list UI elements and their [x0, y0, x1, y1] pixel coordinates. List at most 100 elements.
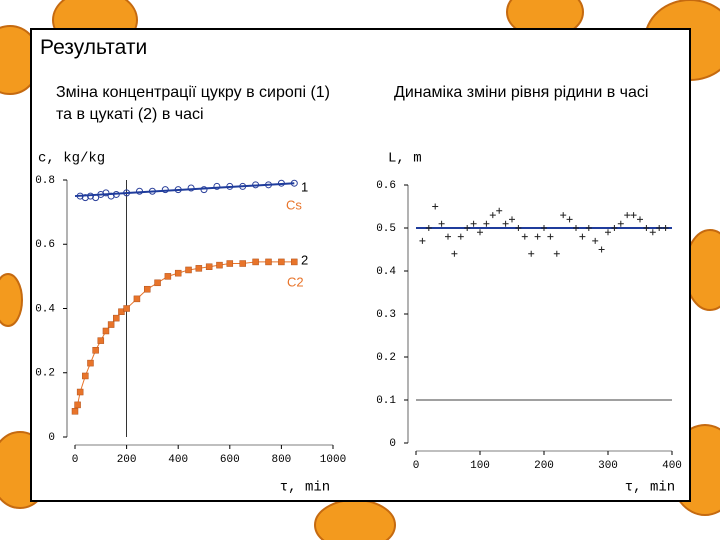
data-point — [515, 225, 522, 231]
caption: Динаміка зміни рівня рідини в часі — [394, 84, 649, 101]
data-point — [87, 359, 94, 367]
data-point — [438, 220, 445, 227]
data-point — [541, 225, 547, 231]
data-point — [213, 182, 221, 190]
data-point — [662, 225, 669, 231]
data-point — [534, 233, 541, 240]
data-point — [656, 225, 663, 231]
data-point — [592, 237, 599, 244]
y-tick-label: 0.8 — [35, 175, 55, 187]
data-point — [496, 207, 503, 214]
data-point — [425, 225, 432, 231]
y-tick-label: 0 — [389, 438, 396, 450]
slide-title: Результати — [40, 36, 148, 59]
data-point — [252, 258, 259, 266]
data-point — [605, 229, 611, 236]
series-line — [74, 182, 295, 198]
y-tick-label: 0.2 — [376, 352, 396, 364]
data-point — [291, 258, 298, 266]
data-point — [457, 233, 464, 240]
data-point — [521, 233, 528, 240]
y-tick-label: 0.4 — [376, 266, 396, 278]
data-point — [649, 229, 656, 236]
data-point — [133, 295, 141, 303]
data-point — [174, 269, 182, 277]
data-point — [553, 250, 560, 257]
data-point — [502, 220, 509, 227]
x-tick-label: 400 — [168, 454, 188, 466]
x-tick-label: 800 — [271, 454, 291, 466]
y-tick-label: 0.2 — [35, 368, 55, 380]
data-point — [185, 266, 192, 274]
x-tick-label: 200 — [117, 454, 137, 466]
data-point — [74, 401, 81, 409]
annotation: 2 — [301, 252, 308, 267]
y-tick-label: 0.4 — [35, 303, 55, 315]
data-point — [76, 388, 84, 396]
data-point — [92, 347, 99, 354]
data-point — [483, 220, 490, 227]
data-point — [432, 203, 439, 210]
data-point — [560, 212, 567, 219]
data-point — [102, 189, 110, 197]
data-point — [464, 225, 471, 231]
data-point — [566, 216, 573, 223]
data-point — [164, 273, 172, 280]
data-point — [97, 337, 105, 344]
annotation: Cs — [286, 197, 302, 212]
data-point — [195, 265, 203, 272]
data-point — [123, 305, 130, 312]
data-point — [477, 229, 483, 236]
data-point — [187, 184, 195, 192]
data-point — [82, 372, 89, 380]
data-point — [154, 279, 161, 287]
annotation: 1 — [301, 179, 308, 194]
data-point — [509, 216, 515, 223]
caption: Зміна концентрації цукру в сиропі (1) та… — [56, 84, 330, 123]
x-tick-label: 600 — [220, 454, 240, 466]
x-tick-label: 100 — [470, 460, 490, 472]
data-point — [216, 261, 223, 269]
y-tick-label: 0.6 — [376, 180, 396, 192]
x-tick-label: 400 — [662, 460, 682, 472]
annotation: C2 — [287, 274, 304, 289]
data-point — [528, 250, 535, 257]
data-point — [102, 327, 110, 335]
data-point — [579, 233, 586, 240]
data-point — [445, 233, 451, 240]
data-point — [71, 408, 79, 415]
data-point — [226, 260, 234, 267]
y-tick-label: 0.1 — [376, 395, 396, 407]
data-point — [113, 314, 120, 322]
x-tick-label: 1000 — [320, 454, 346, 466]
data-point — [643, 225, 650, 231]
y-tick-label: 0.3 — [376, 309, 396, 321]
x-tick-label: 0 — [72, 454, 79, 466]
data-point — [143, 285, 151, 293]
data-point — [470, 220, 477, 227]
data-point — [107, 321, 115, 328]
data-point — [637, 216, 643, 223]
x-tick-label: 300 — [598, 460, 618, 472]
x-axis-label: τ, min — [625, 480, 675, 496]
data-point — [573, 225, 579, 231]
x-axis-label: τ, min — [280, 480, 330, 496]
data-point — [205, 263, 213, 270]
data-point — [598, 246, 605, 253]
y-axis-label: c, kg/kg — [38, 151, 105, 167]
series-line — [74, 261, 295, 412]
data-point — [547, 233, 554, 240]
data-point — [630, 212, 637, 219]
data-point — [451, 250, 458, 257]
x-tick-label: 200 — [534, 460, 554, 472]
x-tick-label: 0 — [413, 460, 420, 472]
data-point — [265, 258, 272, 266]
data-point — [419, 237, 426, 244]
data-point — [239, 260, 246, 267]
content-panel: Результати Зміна концентрації цукру в си… — [30, 28, 691, 502]
data-point — [278, 258, 285, 266]
data-point — [611, 225, 618, 231]
